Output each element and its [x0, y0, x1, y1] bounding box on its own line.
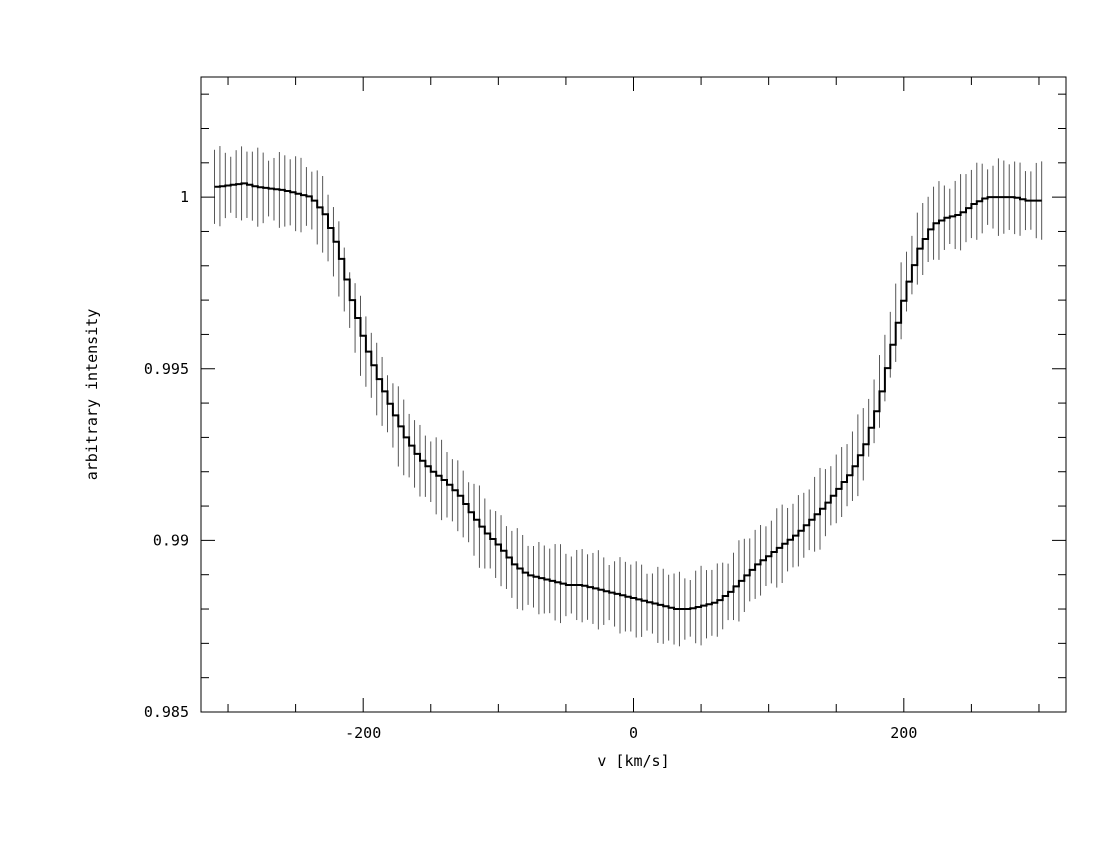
plot-frame: [200, 76, 1067, 713]
x-tick-label: 200: [890, 724, 917, 742]
y-tick-label: 0.99: [153, 531, 189, 549]
plot-area: [214, 146, 1043, 647]
series-0: [214, 146, 1043, 647]
x-axis-label: v [km/s]: [597, 752, 669, 770]
x-tick-label: -200: [345, 724, 381, 742]
y-axis-label: arbitrary intensity: [83, 309, 101, 481]
error-bars: [214, 146, 1043, 647]
tick-labels: -200 0 200 0.985 0.99 0.995 1: [144, 188, 918, 742]
series-line: [214, 182, 1042, 610]
y-tick-label: 0.985: [144, 703, 189, 721]
axis-ticks: [201, 77, 1066, 713]
x-tick-label: 0: [629, 724, 638, 742]
y-tick-label: 0.995: [144, 360, 189, 378]
y-tick-label: 1: [180, 188, 189, 206]
